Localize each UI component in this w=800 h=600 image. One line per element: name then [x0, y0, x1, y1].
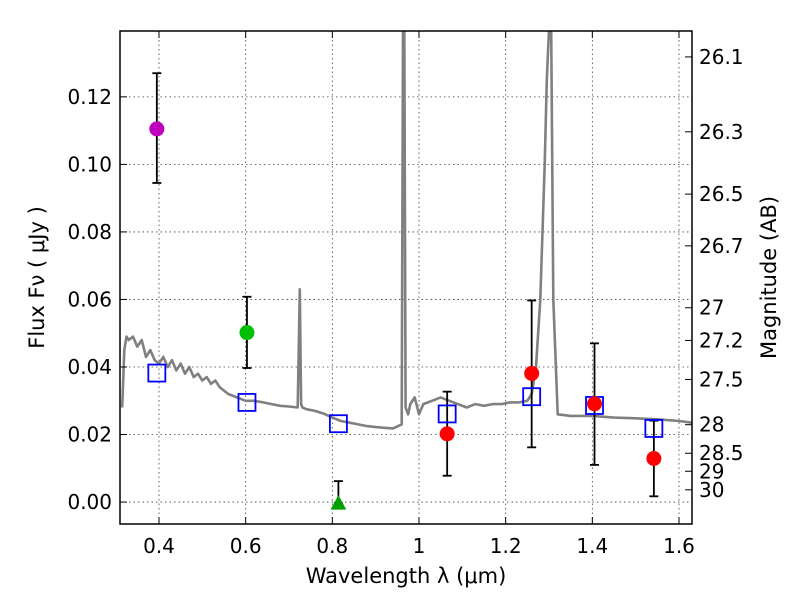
y-tick-label: 0.08 — [67, 220, 112, 244]
model-flux-square — [644, 419, 664, 438]
axis-ticks: 0.4 0.6 0.8 1 1.2 1.4 1.6 0.00 0.02 0.04 0.06 0.08 0… — [67, 31, 744, 558]
observed-flux-point — [646, 450, 662, 466]
x-axis-label: Wavelength λ (μm) — [306, 564, 507, 588]
y-tick-label: 0.06 — [67, 287, 112, 311]
x-tick-label: 1.6 — [663, 534, 695, 558]
right-tick-label: 30 — [699, 478, 724, 502]
right-axis-label: Magnitude (AB) — [757, 196, 781, 359]
model-flux-square — [328, 414, 348, 434]
right-tick-label: 26.7 — [699, 234, 744, 258]
observed-flux-point — [149, 121, 165, 137]
model-flux-square — [522, 387, 542, 407]
right-tick-label: 28.5 — [699, 441, 744, 465]
model-flux-square — [237, 393, 257, 412]
right-tick-label: 26.1 — [699, 45, 744, 69]
right-tick-label: 27.2 — [699, 328, 744, 352]
observed-flux-point — [524, 365, 540, 381]
y-axis-label: Flux Fν ( μJy ) — [25, 206, 49, 349]
x-tick-label: 1.4 — [576, 534, 608, 558]
observed-flux-point — [439, 426, 455, 442]
y-tick-label: 0.00 — [67, 490, 112, 514]
model-flux-square — [147, 363, 167, 383]
model-spectrum-line — [120, 31, 692, 430]
upper-limit-triangle — [330, 495, 347, 510]
right-tick-label: 29 — [699, 459, 724, 483]
plot-frame — [119, 30, 693, 525]
y-tick-label: 0.02 — [67, 423, 112, 447]
x-tick-label: 0.8 — [316, 534, 348, 558]
x-tick-label: 1 — [413, 534, 426, 558]
photometry-markers — [147, 121, 664, 510]
y-tick-label: 0.04 — [67, 355, 112, 379]
observed-flux-point — [587, 396, 602, 412]
y-tick-label: 0.10 — [67, 152, 112, 176]
model-spectrum-layer — [120, 31, 692, 430]
right-tick-label: 26.5 — [699, 182, 744, 206]
observed-flux-point — [239, 325, 255, 341]
x-tick-label: 1.2 — [490, 534, 522, 558]
y-tick-label: 0.12 — [67, 85, 112, 109]
right-tick-label: 27.5 — [699, 367, 744, 391]
model-flux-square — [437, 404, 457, 424]
right-tick-label: 28 — [699, 413, 724, 437]
x-tick-label: 0.4 — [143, 534, 175, 558]
grid-lines — [120, 31, 692, 524]
x-tick-label: 0.6 — [230, 534, 262, 558]
right-tick-label: 26.3 — [699, 120, 744, 144]
right-tick-label: 27 — [699, 296, 724, 320]
